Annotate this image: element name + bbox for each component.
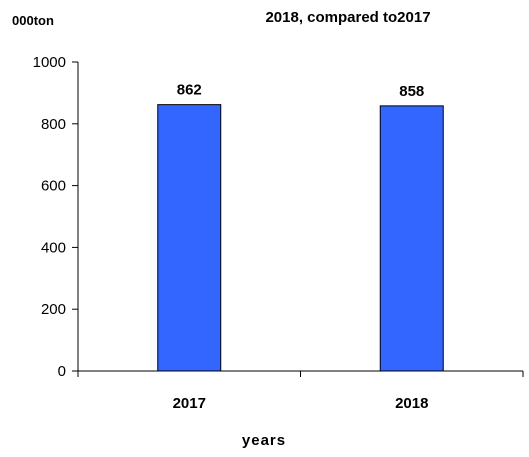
y-tick-label: 800 — [41, 116, 66, 133]
chart-title: 2018, compared to2017 — [265, 9, 430, 26]
bar-2017 — [157, 104, 222, 372]
y-tick-label: 1000 — [33, 54, 66, 71]
bars: 862 858 — [157, 82, 444, 372]
x-axis-label: years — [242, 432, 286, 449]
y-axis-unit-label: 000ton — [12, 13, 54, 28]
y-tick-label: 0 — [58, 363, 66, 380]
x-tick-label-2018: 2018 — [395, 395, 428, 412]
bar-2018 — [379, 105, 444, 372]
y-axis: 0 200 400 600 800 1000 — [33, 54, 79, 380]
data-label-2017: 862 — [177, 82, 202, 99]
y-tick-label: 400 — [41, 239, 66, 256]
x-axis: 2017 2018 — [77, 370, 524, 412]
y-tick-label: 600 — [41, 178, 66, 195]
data-label-2018: 858 — [399, 83, 424, 100]
x-tick-label-2017: 2017 — [173, 395, 206, 412]
y-tick-label: 200 — [41, 301, 66, 318]
